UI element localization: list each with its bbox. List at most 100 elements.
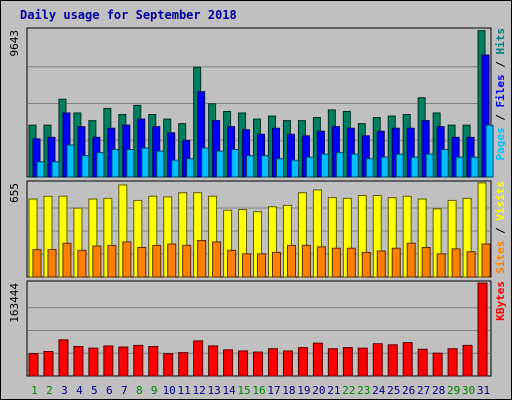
bar-sites-1	[32, 249, 42, 278]
tick-label-day-5: 5	[91, 384, 98, 397]
bar-pages-23	[365, 158, 374, 178]
legend-kbytes: KBytes	[494, 281, 507, 321]
bar-pages-2	[51, 161, 60, 178]
bar-sites-5	[92, 245, 102, 278]
tick-label-day-20: 20	[312, 384, 325, 397]
tick-label-day-1: 1	[31, 384, 38, 397]
bar-sites-9	[152, 244, 162, 278]
bar-sites-6	[107, 244, 117, 278]
legend-pages-files-hits: Pages / Files / Hits	[494, 28, 507, 161]
bar-sites-13	[212, 241, 222, 278]
bar-pages-31	[485, 124, 494, 178]
bar-kbytes-10	[163, 353, 174, 377]
tick-label-day-9: 9	[151, 384, 158, 397]
tick-label-day-21: 21	[327, 384, 340, 397]
bar-pages-5	[96, 152, 105, 178]
bar-sites-2	[47, 249, 57, 278]
bar-kbytes-24	[372, 343, 383, 377]
tick-label-day-6: 6	[106, 384, 113, 397]
max-label-kbytes: 163444	[8, 283, 21, 323]
bar-sites-29	[451, 248, 461, 278]
bar-pages-27	[425, 153, 434, 178]
legend-pages: Pages	[494, 127, 507, 160]
bar-pages-16	[261, 155, 270, 178]
tick-label-day-15: 15	[237, 384, 250, 397]
bar-kbytes-30	[462, 344, 473, 377]
max-label-visits-sites: 655	[8, 183, 21, 203]
bar-kbytes-28	[432, 352, 443, 377]
bar-pages-20	[320, 153, 329, 178]
bar-sites-22	[346, 247, 356, 278]
bar-pages-24	[380, 156, 389, 178]
bar-sites-7	[122, 241, 132, 278]
bar-kbytes-20	[312, 342, 323, 377]
bar-kbytes-18	[282, 350, 293, 377]
tick-label-day-12: 12	[193, 384, 206, 397]
bar-pages-21	[335, 152, 344, 178]
bar-sites-21	[331, 247, 341, 278]
bar-sites-26	[406, 242, 416, 278]
bar-pages-7	[126, 149, 135, 178]
tick-label-day-10: 10	[163, 384, 176, 397]
bar-pages-6	[111, 149, 120, 178]
bar-kbytes-9	[148, 345, 159, 377]
bar-kbytes-29	[447, 348, 458, 377]
tick-label-day-13: 13	[207, 384, 220, 397]
bar-sites-24	[376, 250, 386, 278]
bar-kbytes-3	[58, 339, 69, 377]
legend-separator: /	[494, 221, 507, 241]
bar-sites-3	[62, 242, 72, 278]
legend-visits-sites: Sites / Visits	[494, 181, 507, 274]
tick-label-day-31: 31	[477, 384, 490, 397]
tick-label-day-28: 28	[432, 384, 445, 397]
tick-label-day-19: 19	[297, 384, 310, 397]
tick-label-day-7: 7	[121, 384, 128, 397]
bar-pages-29	[455, 156, 464, 178]
tick-label-day-8: 8	[136, 384, 143, 397]
tick-label-day-4: 4	[76, 384, 83, 397]
tick-label-day-23: 23	[357, 384, 370, 397]
bar-sites-8	[137, 247, 147, 278]
bar-sites-10	[167, 243, 177, 278]
bar-kbytes-27	[417, 348, 428, 377]
bar-sites-18	[286, 244, 296, 278]
bar-kbytes-5	[88, 347, 99, 377]
bar-pages-22	[350, 153, 359, 178]
bar-kbytes-21	[327, 348, 338, 377]
bar-sites-17	[271, 251, 281, 278]
bar-kbytes-31	[477, 282, 488, 377]
bar-sites-25	[391, 247, 401, 278]
bar-pages-30	[470, 156, 479, 178]
bar-kbytes-14	[223, 349, 234, 377]
bar-sites-16	[257, 253, 267, 278]
bar-kbytes-25	[387, 344, 398, 377]
legend-separator: /	[494, 55, 507, 75]
bar-kbytes-15	[238, 350, 249, 377]
tick-label-day-2: 2	[46, 384, 53, 397]
tick-label-day-16: 16	[252, 384, 265, 397]
bar-sites-4	[77, 249, 87, 278]
bar-pages-1	[36, 161, 45, 178]
bar-pages-28	[440, 149, 449, 178]
tick-label-day-11: 11	[178, 384, 191, 397]
bar-sites-31	[481, 243, 491, 278]
bar-kbytes-7	[118, 346, 129, 377]
bar-pages-11	[186, 158, 195, 178]
legend-kbytes: KBytes	[494, 281, 507, 321]
legend-visits: Visits	[494, 181, 507, 221]
bar-kbytes-16	[253, 351, 264, 377]
bar-kbytes-6	[103, 345, 114, 377]
tick-label-day-27: 27	[417, 384, 430, 397]
bar-kbytes-23	[357, 347, 368, 377]
bar-pages-17	[275, 158, 284, 178]
legend-files: Files	[494, 74, 507, 107]
legend-separator: /	[494, 108, 507, 128]
bar-kbytes-17	[267, 348, 278, 377]
tick-label-day-22: 22	[342, 384, 355, 397]
bar-sites-19	[301, 244, 311, 278]
bar-kbytes-11	[178, 352, 189, 377]
bar-sites-27	[421, 247, 431, 278]
tick-label-day-24: 24	[372, 384, 386, 397]
bar-pages-15	[246, 155, 255, 178]
